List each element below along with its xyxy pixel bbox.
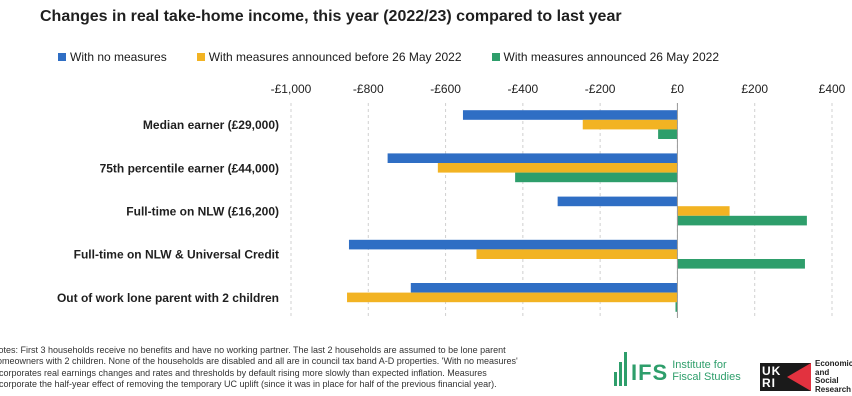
- bar-chart: -£1,000 -£800 -£600 -£400 -£200 £0 £200 £400 Med…: [57, 82, 846, 318]
- category-label: Median earner (£29,000): [143, 118, 279, 132]
- notes-line: incorporates real earnings changes and r…: [0, 367, 487, 378]
- bar: [347, 292, 678, 303]
- bar: [348, 239, 678, 250]
- x-tick-label: -£600: [430, 82, 461, 96]
- chart-title: Changes in real take-home income, this y…: [40, 8, 622, 25]
- ukri-text-line: and Social: [815, 367, 839, 385]
- ukri-mark-icon: UK RI: [760, 363, 811, 391]
- ifs-name-line: Institute for: [672, 359, 727, 371]
- ukri-mark-top: UK: [762, 364, 782, 378]
- bar: [557, 196, 678, 207]
- x-tick-label: -£400: [508, 82, 539, 96]
- ukri-mark-bottom: RI: [762, 376, 776, 390]
- bar: [515, 172, 678, 183]
- ukri-text-line: Research: [815, 384, 852, 394]
- bar: [677, 215, 807, 226]
- ifs-bars-icon: [614, 352, 627, 386]
- ukri-logo: UK RI Economic and Social Research: [760, 359, 852, 394]
- bar: [582, 119, 678, 130]
- x-tick-label: £200: [741, 82, 768, 96]
- x-tick-label: £400: [819, 82, 846, 96]
- notes-line: Notes: First 3 households receive no ben…: [0, 345, 506, 355]
- bar: [675, 302, 678, 312]
- legend-entry-before-may: With measures announced before 26 May 20…: [196, 50, 462, 64]
- bar: [677, 259, 805, 269]
- x-tick-label: -£800: [353, 82, 384, 96]
- category-label: Full-time on NLW & Universal Credit: [74, 248, 279, 262]
- ifs-wordmark: IFS: [631, 360, 669, 385]
- notes-line: incorporate the half-year effect of remo…: [0, 378, 497, 389]
- ifs-name-line: Fiscal Studies: [672, 371, 741, 383]
- ukri-wedge-icon: [787, 363, 811, 391]
- bar: [462, 110, 678, 120]
- bar: [677, 206, 730, 216]
- x-tick-label: £0: [671, 82, 685, 96]
- ifs-logo: IFS Institute for Fiscal Studies: [614, 352, 741, 386]
- bar: [387, 153, 678, 163]
- legend-entry-may: With measures announced 26 May 2022: [491, 50, 719, 64]
- legend-swatch-may: [491, 53, 500, 61]
- ukri-text-line: Economic: [815, 359, 852, 368]
- notes-line: homeowners with 2 children. None of the …: [0, 356, 518, 367]
- legend-label-no-measures: With no measures: [70, 50, 167, 64]
- ifs-name: Institute for Fiscal Studies: [672, 359, 740, 386]
- bar: [476, 249, 678, 259]
- x-tick-label: -£1,000: [271, 82, 312, 96]
- x-tick-label: -£200: [585, 82, 616, 96]
- legend-label-may: With measures announced 26 May 2022: [503, 50, 719, 64]
- bar: [410, 283, 678, 293]
- legend-entry-no-measures: With no measures: [58, 50, 167, 64]
- bar: [437, 163, 678, 173]
- legend-swatch-before-may: [196, 53, 205, 61]
- category-label: Out of work lone parent with 2 children: [57, 291, 279, 305]
- bar: [658, 129, 678, 139]
- chart-notes: Notes: First 3 households receive no ben…: [0, 345, 582, 390]
- category-label: Full-time on NLW (£16,200): [126, 205, 279, 219]
- category-label: 75th percentile earner (£44,000): [100, 161, 279, 175]
- legend-swatch-no-measures: [58, 53, 66, 61]
- chart-legend: With no measures With measures announced…: [58, 50, 719, 64]
- legend-label-before-may: With measures announced before 26 May 20…: [208, 50, 462, 64]
- ukri-text: Economic and Social Research: [815, 359, 852, 394]
